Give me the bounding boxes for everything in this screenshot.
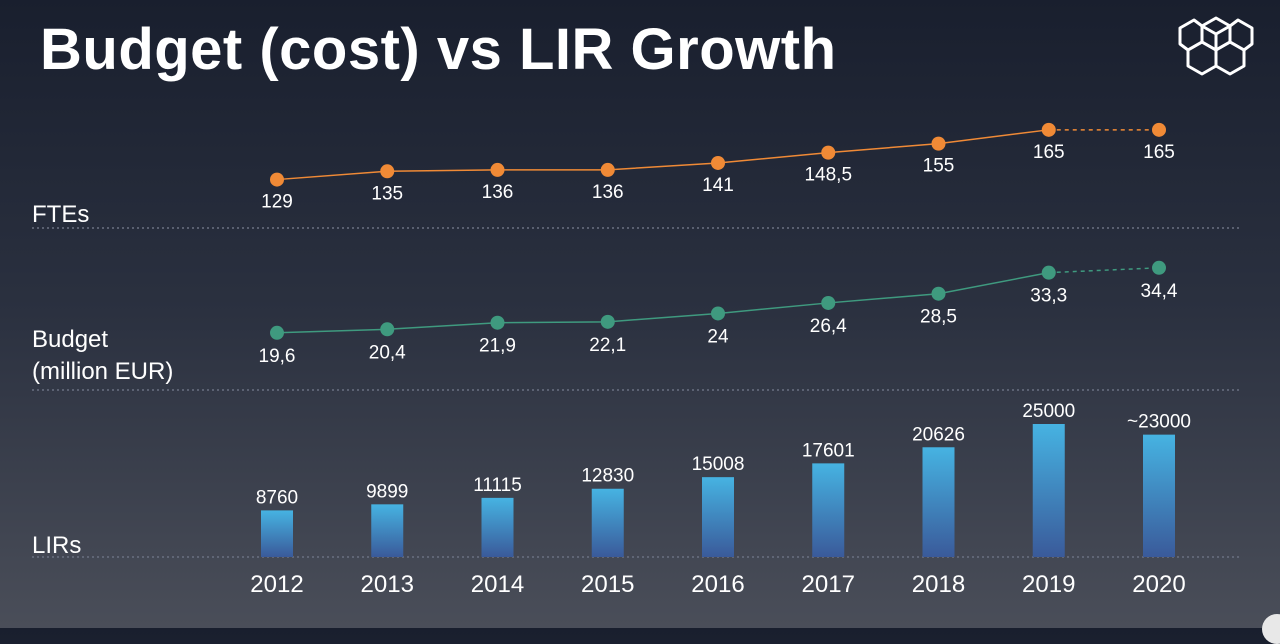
- combined-chart: 129 135 136 136 141 148,5 155 165 165 19,6 20,4 21,…: [32, 122, 1240, 598]
- budget-value-label-2015: 22,1: [589, 335, 626, 356]
- ftes-point-2019: [1041, 122, 1056, 137]
- lirs-row-label: LIRs: [32, 532, 82, 559]
- ftes-value-label-2020: 165: [1143, 142, 1175, 163]
- lirs-value-label-2012: 8760: [256, 487, 298, 508]
- ftes-value-label-2015: 136: [592, 182, 624, 203]
- budget-point-2017: [821, 295, 836, 310]
- budget-point-2012: [270, 325, 284, 340]
- budget-value-label-2019: 33,3: [1030, 286, 1067, 307]
- ftes-point-2020: [1152, 122, 1166, 137]
- x-axis-label-2018: 2018: [912, 571, 965, 598]
- x-axis-label-2014: 2014: [471, 571, 524, 598]
- budget-value-label-2018: 28,5: [920, 307, 957, 328]
- ftes-point-2013: [380, 164, 395, 179]
- budget-point-2019: [1041, 265, 1056, 280]
- lirs-bar-2015: [591, 488, 624, 557]
- ftes-line: [276, 129, 1049, 181]
- ftes-value-label-2014: 136: [482, 182, 514, 203]
- x-axis-label-2012: 2012: [250, 571, 303, 598]
- ftes-value-label-2018: 155: [923, 156, 955, 177]
- budget-line: [276, 271, 1049, 334]
- ftes-point-2012: [270, 172, 284, 187]
- ftes-value-label-2019: 165: [1033, 142, 1065, 163]
- lirs-bar-2018: [922, 447, 955, 557]
- ftes-value-label-2016: 141: [702, 175, 734, 196]
- x-axis-label-2015: 2015: [581, 571, 634, 598]
- budget-row-label-line1: Budget: [32, 326, 109, 353]
- ftes-value-label-2017: 148,5: [804, 165, 852, 186]
- x-axis-label-2017: 2017: [802, 571, 855, 598]
- lirs-bar-2013: [371, 504, 404, 557]
- page-title: Budget (cost) vs LIR Growth: [40, 17, 837, 82]
- budget-row-label-line2: (million EUR): [32, 358, 174, 385]
- ftes-value-label-2013: 135: [371, 183, 403, 204]
- lirs-value-label-2020: ~23000: [1127, 412, 1191, 433]
- lirs-value-label-2014: 11115: [473, 475, 522, 496]
- x-axis-label-2016: 2016: [691, 571, 744, 598]
- lirs-bar-2017: [812, 463, 845, 557]
- budget-value-label-2016: 24: [707, 326, 729, 347]
- corner-indicator: [1262, 614, 1280, 644]
- budget-line-projected: [1048, 267, 1160, 274]
- ftes-point-2018: [931, 136, 946, 151]
- budget-point-2013: [380, 322, 395, 337]
- budget-value-label-2013: 20,4: [369, 342, 406, 363]
- ftes-point-2017: [821, 145, 836, 160]
- lirs-bar-2020: [1143, 434, 1175, 557]
- budget-point-2018: [931, 286, 946, 301]
- x-axis-label-2013: 2013: [361, 571, 414, 598]
- budget-point-2016: [711, 306, 725, 321]
- ftes-point-2016: [711, 155, 725, 170]
- budget-value-label-2020: 34,4: [1141, 281, 1178, 302]
- budget-point-2015: [600, 314, 615, 329]
- lirs-value-label-2016: 15008: [692, 454, 745, 475]
- ftes-point-2015: [600, 162, 615, 177]
- lirs-value-label-2015: 12830: [581, 466, 634, 487]
- budget-value-label-2017: 26,4: [810, 316, 847, 337]
- budget-point-2014: [490, 315, 505, 330]
- budget-value-label-2012: 19,6: [259, 346, 296, 367]
- lirs-bar-2019: [1032, 424, 1065, 557]
- ripe-ncc-cube-logo-icon: [1178, 16, 1254, 76]
- lirs-value-label-2017: 17601: [802, 440, 855, 461]
- ftes-point-2014: [490, 162, 505, 177]
- lirs-value-label-2019: 25000: [1022, 401, 1075, 422]
- budget-point-2020: [1152, 260, 1166, 275]
- lirs-value-label-2018: 20626: [912, 424, 965, 445]
- x-axis-label-2020: 2020: [1132, 571, 1185, 598]
- lirs-bar-2016: [702, 477, 734, 557]
- x-axis-label-2019: 2019: [1022, 571, 1075, 598]
- lirs-bar-2014: [481, 497, 514, 557]
- ftes-row-label: FTEs: [32, 201, 90, 228]
- budget-value-label-2014: 21,9: [479, 336, 516, 357]
- ftes-value-label-2012: 129: [261, 192, 293, 213]
- lirs-bar-2012: [261, 510, 293, 557]
- lirs-value-label-2013: 9899: [366, 481, 408, 502]
